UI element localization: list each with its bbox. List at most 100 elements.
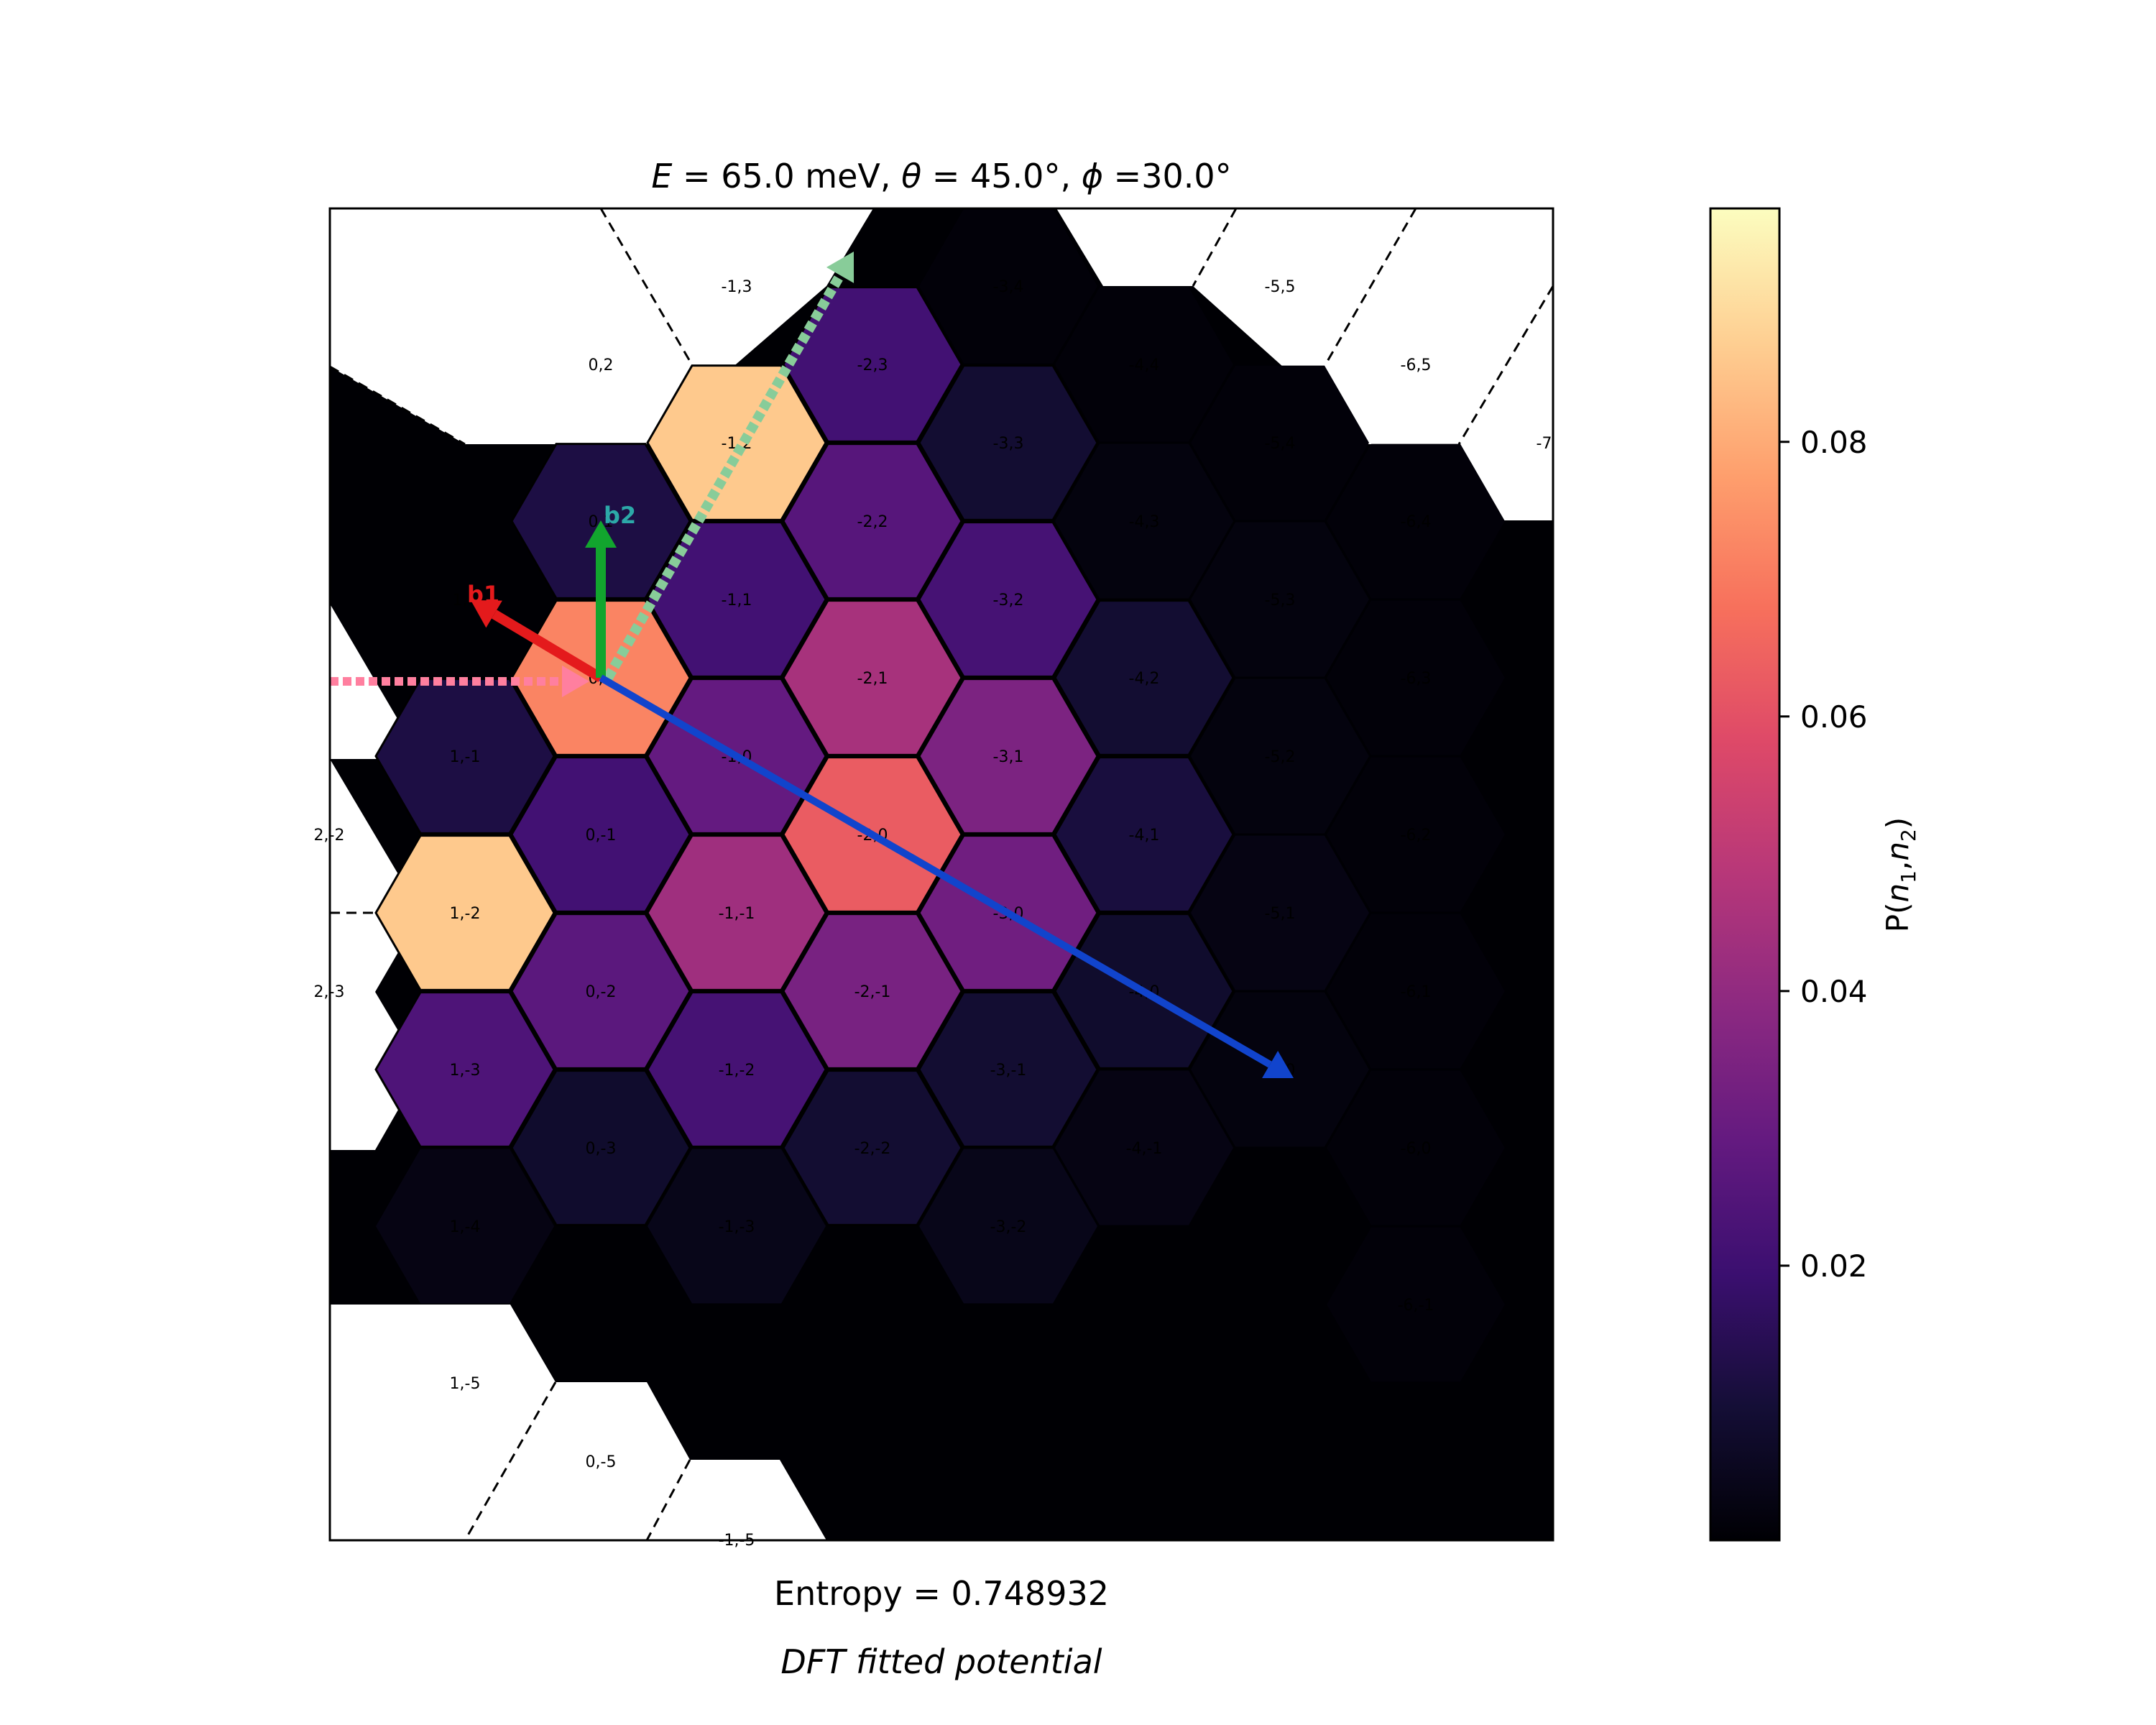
hex-cell--5_3 [1191, 522, 1369, 677]
zone-boundary-7 [464, 1381, 557, 1540]
cell-label: -5,5 [1265, 278, 1296, 296]
cell-label: -2,-1 [854, 983, 891, 1001]
hex-cell--4_4 [1055, 287, 1233, 442]
hex-cell--3_-2 [919, 1149, 1097, 1304]
cell-label: -3,1 [993, 748, 1024, 766]
cell-labels: -1,30,2-5,5-6,5-7,51,-50,-5-2,3-1,2-3,30… [450, 278, 1567, 1471]
cell-label: -4,3 [1129, 513, 1160, 531]
potential-subtitle: DFT fitted potential [780, 1642, 1102, 1681]
cell-label: -1,-3 [719, 1218, 755, 1236]
hex-cell--1_1 [646, 521, 827, 678]
hex-cell--1_-1 [646, 834, 827, 991]
hex-cell-1_-2 [374, 834, 556, 991]
cell-label: -7,5 [1537, 435, 1567, 453]
cell-label: -2,2 [857, 513, 888, 531]
colorbar-tick-label: 0.04 [1800, 974, 1868, 1009]
hex-cell--1_2 [646, 364, 827, 521]
zone-boundary-4 [1325, 208, 1417, 364]
hex-cell--3_1 [918, 678, 1099, 834]
title-theta: = 45.0°, [921, 157, 1081, 196]
hex-cell--5_1 [1191, 835, 1369, 990]
incident-vector [599, 674, 1294, 1079]
cell-label: 1,-2 [450, 905, 481, 923]
hex-cell--6_3 [1327, 600, 1505, 755]
zone-boundaries [330, 208, 1553, 1540]
cell-label: -5,4 [1265, 435, 1296, 453]
colorbar-tick: 0.02 [1779, 1248, 1868, 1284]
cell-label: -6,3 [1401, 670, 1432, 688]
zone-boundary-3 [1192, 208, 1238, 287]
colorbar-tick-label: 0.02 [1800, 1248, 1868, 1284]
hex-cell--6_-1 [1327, 1227, 1505, 1382]
incident-guide-arrow [330, 666, 589, 697]
hex-cell--2_2 [782, 443, 963, 599]
cell-label: -5,3 [1265, 592, 1296, 610]
cell-label: -1,1 [722, 592, 752, 610]
cell-label: 0,-1 [586, 827, 617, 845]
cell-label: -1,3 [722, 278, 752, 296]
hex-cell--5_4 [1191, 365, 1369, 520]
entropy-label: Entropy = 0.748932 [774, 1574, 1109, 1613]
hex-cell--2_3 [782, 286, 963, 443]
colorbar-label-sub2: 2 [1897, 829, 1920, 842]
cell-label: -4,1 [1129, 827, 1160, 845]
colorbar-tick: 0.08 [1779, 425, 1868, 460]
cell-label: -6,0 [1401, 1140, 1432, 1158]
zone-boundary-8 [645, 1459, 691, 1540]
zone-boundary-5 [1457, 285, 1553, 445]
cell-label: -5,2 [1265, 748, 1296, 766]
outer-cell-labels: -1,-5 2,-2 2,-3 [314, 827, 755, 1550]
empty-region-top-right [1056, 208, 1553, 520]
hex-cell-1_-3 [374, 991, 556, 1148]
cell-label: 1,-3 [450, 1062, 481, 1080]
hex-cell--4_2 [1054, 599, 1235, 756]
cell-label: -3,2 [993, 592, 1024, 610]
hex-cell--6_2 [1327, 757, 1505, 912]
b1-label: b1 [467, 581, 499, 608]
hex-cell-1_-1 [374, 678, 556, 834]
hex-cell--3_3 [918, 364, 1099, 521]
hex-cell--6_4 [1327, 443, 1505, 599]
colorbar-label-prefix: P( [1880, 902, 1915, 932]
cell-label: -6,2 [1401, 827, 1432, 845]
cell-label: -3,4 [993, 278, 1024, 296]
zone-boundary-2 [330, 365, 466, 446]
colorbar-label-sub1: 1 [1897, 870, 1920, 883]
hex-cell--2_1 [782, 599, 963, 756]
colorbar: 0.020.040.060.08 P(n1,n2) [1709, 207, 1920, 1542]
cell-label: 0,-3 [586, 1140, 617, 1158]
hex-cells [374, 208, 1505, 1382]
colorbar-label-comma: , [1880, 861, 1915, 870]
hex-cell--3_4 [919, 208, 1097, 364]
cell-label: 1,-4 [450, 1218, 481, 1236]
colorbar-label-n1: n [1880, 883, 1915, 903]
colorbar-label-suffix: ) [1880, 817, 1915, 829]
cell-label: -6,4 [1401, 513, 1432, 531]
b2-vector [585, 520, 617, 678]
empty-region-bottom-left [330, 1305, 826, 1540]
cell-label: -4,2 [1129, 670, 1160, 688]
hex-cell--4_-1 [1055, 1070, 1233, 1225]
cell-label: -2,3 [857, 356, 888, 374]
title-phi-symbol: ϕ [1082, 157, 1103, 196]
colorbar-tick-label: 0.06 [1800, 699, 1868, 735]
cell-label: -2,-2 [854, 1140, 891, 1158]
cell-label: 1,-1 [450, 748, 481, 766]
cell-label: -4,-1 [1126, 1140, 1163, 1158]
colorbar-label-n2: n [1880, 842, 1915, 861]
colorbar-tick-label: 0.08 [1800, 425, 1868, 460]
title-theta-symbol: θ [901, 157, 921, 196]
hex-cell--2_-2 [782, 1070, 963, 1226]
zone-boundary-1 [599, 208, 693, 364]
cell-label: -6,5 [1401, 356, 1432, 374]
hex-cell--2_-1 [782, 913, 963, 1070]
empty-region-top-left [330, 208, 873, 444]
cell-label: -2,1 [857, 670, 888, 688]
hex-cell--6_0 [1327, 1070, 1505, 1225]
cell-label: -4,4 [1129, 356, 1160, 374]
vectors: b1 b2 [330, 252, 1294, 1079]
hex-cell-0_-3 [510, 1070, 691, 1226]
plot-frame [328, 207, 1554, 1542]
b1-vector [471, 600, 604, 683]
cell-label: -3,-2 [990, 1218, 1027, 1236]
